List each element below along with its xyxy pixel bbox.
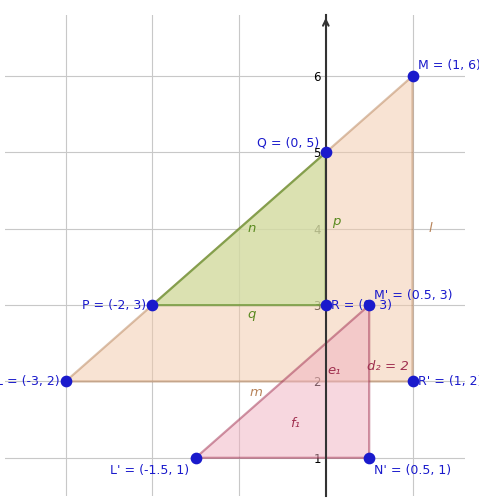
- Polygon shape: [152, 152, 326, 305]
- Text: d₂ = 2: d₂ = 2: [367, 360, 409, 373]
- Text: l: l: [428, 222, 432, 235]
- Polygon shape: [195, 305, 369, 458]
- Text: Q = (0, 5): Q = (0, 5): [258, 137, 320, 150]
- Text: P = (-2, 3): P = (-2, 3): [82, 299, 146, 312]
- Point: [322, 301, 330, 309]
- Text: L' = (-1.5, 1): L' = (-1.5, 1): [111, 464, 190, 477]
- Point: [148, 301, 156, 309]
- Text: f₁: f₁: [290, 417, 300, 430]
- Point: [365, 301, 373, 309]
- Text: q: q: [248, 308, 256, 321]
- Text: p: p: [332, 214, 341, 227]
- Text: M = (1, 6): M = (1, 6): [418, 59, 479, 72]
- Polygon shape: [66, 76, 412, 381]
- Text: R' = (1, 2): R' = (1, 2): [418, 375, 479, 388]
- Text: L = (-3, 2): L = (-3, 2): [0, 375, 59, 388]
- Point: [409, 377, 416, 385]
- Point: [62, 377, 69, 385]
- Text: M' = (0.5, 3): M' = (0.5, 3): [375, 290, 453, 303]
- Text: R = (0, 3): R = (0, 3): [331, 299, 392, 312]
- Point: [322, 148, 330, 156]
- Point: [409, 72, 416, 80]
- Point: [192, 454, 199, 462]
- Text: m: m: [250, 386, 263, 399]
- Point: [365, 454, 373, 462]
- Text: n: n: [248, 222, 256, 235]
- Text: N' = (0.5, 1): N' = (0.5, 1): [375, 464, 452, 477]
- Text: e₁: e₁: [328, 364, 341, 377]
